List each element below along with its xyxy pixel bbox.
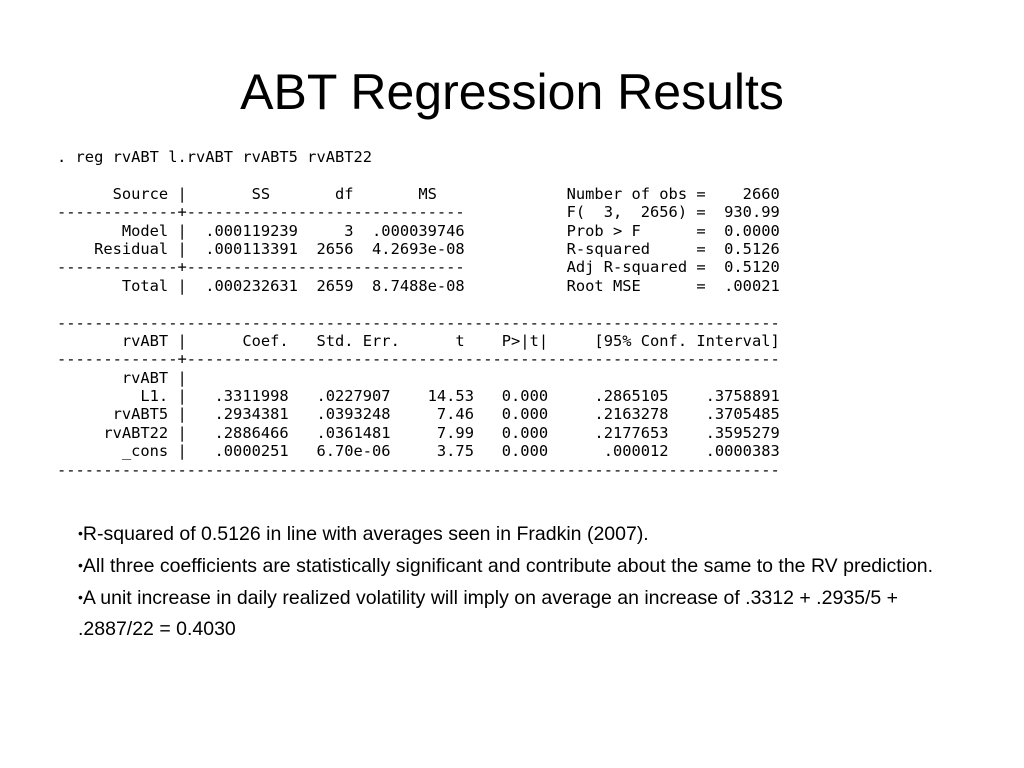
output-coef-row-cons: _cons | .0000251 6.70e-06 3.75 0.000 .00… xyxy=(57,442,780,461)
slide-title: ABT Regression Results xyxy=(240,64,784,120)
regression-output: . reg rvABT l.rvABT rvABT5 rvABT22 Sourc… xyxy=(57,148,780,479)
output-separator: -------------+--------------------------… xyxy=(57,258,780,277)
output-separator: ----------------------------------------… xyxy=(57,313,780,332)
output-anova-total-row: Total | .000232631 2659 8.7488e-08 Root … xyxy=(57,276,780,295)
bullet-icon: • xyxy=(78,557,83,573)
output-separator: -------------+--------------------------… xyxy=(57,203,780,222)
bullet-icon: • xyxy=(78,589,83,605)
output-coef-row-l1: L1. | .3311998 .0227907 14.53 0.000 .286… xyxy=(57,387,780,406)
output-separator: -------------+--------------------------… xyxy=(57,350,780,369)
bullet-text: R-squared of 0.5126 in line with average… xyxy=(82,523,649,545)
output-blank-line xyxy=(57,166,780,184)
output-command-line: . reg rvABT l.rvABT rvABT5 rvABT22 xyxy=(57,148,373,166)
output-anova-model-row: Model | .000119239 3 .000039746 Prob > F… xyxy=(57,221,780,240)
bullet-item: •All three coefficients are statisticall… xyxy=(78,550,978,582)
output-separator: ----------------------------------------… xyxy=(57,460,780,479)
bullet-list: •R-squared of 0.5126 in line with averag… xyxy=(78,518,978,645)
bullet-text: All three coefficients are statistically… xyxy=(82,555,934,577)
output-coef-header: rvABT | Coef. Std. Err. t P>|t| [95% Con… xyxy=(57,331,780,350)
output-anova-residual-row: Residual | .000113391 2656 4.2693e-08 R-… xyxy=(57,239,780,258)
output-coef-row-rvabt5: rvABT5 | .2934381 .0393248 7.46 0.000 .2… xyxy=(57,405,780,424)
output-blank-line xyxy=(57,295,780,313)
output-coef-group-label: rvABT | xyxy=(57,368,187,387)
bullet-item: •A unit increase in daily realized volat… xyxy=(78,582,978,645)
bullet-item: •R-squared of 0.5126 in line with averag… xyxy=(78,518,978,550)
output-coef-row-rvabt22: rvABT22 | .2886466 .0361481 7.99 0.000 .… xyxy=(57,423,780,442)
bullet-text: A unit increase in daily realized volati… xyxy=(78,587,899,640)
output-anova-header: Source | SS df MS Number of obs = 2660 xyxy=(57,184,780,203)
bullet-icon: • xyxy=(78,525,83,541)
